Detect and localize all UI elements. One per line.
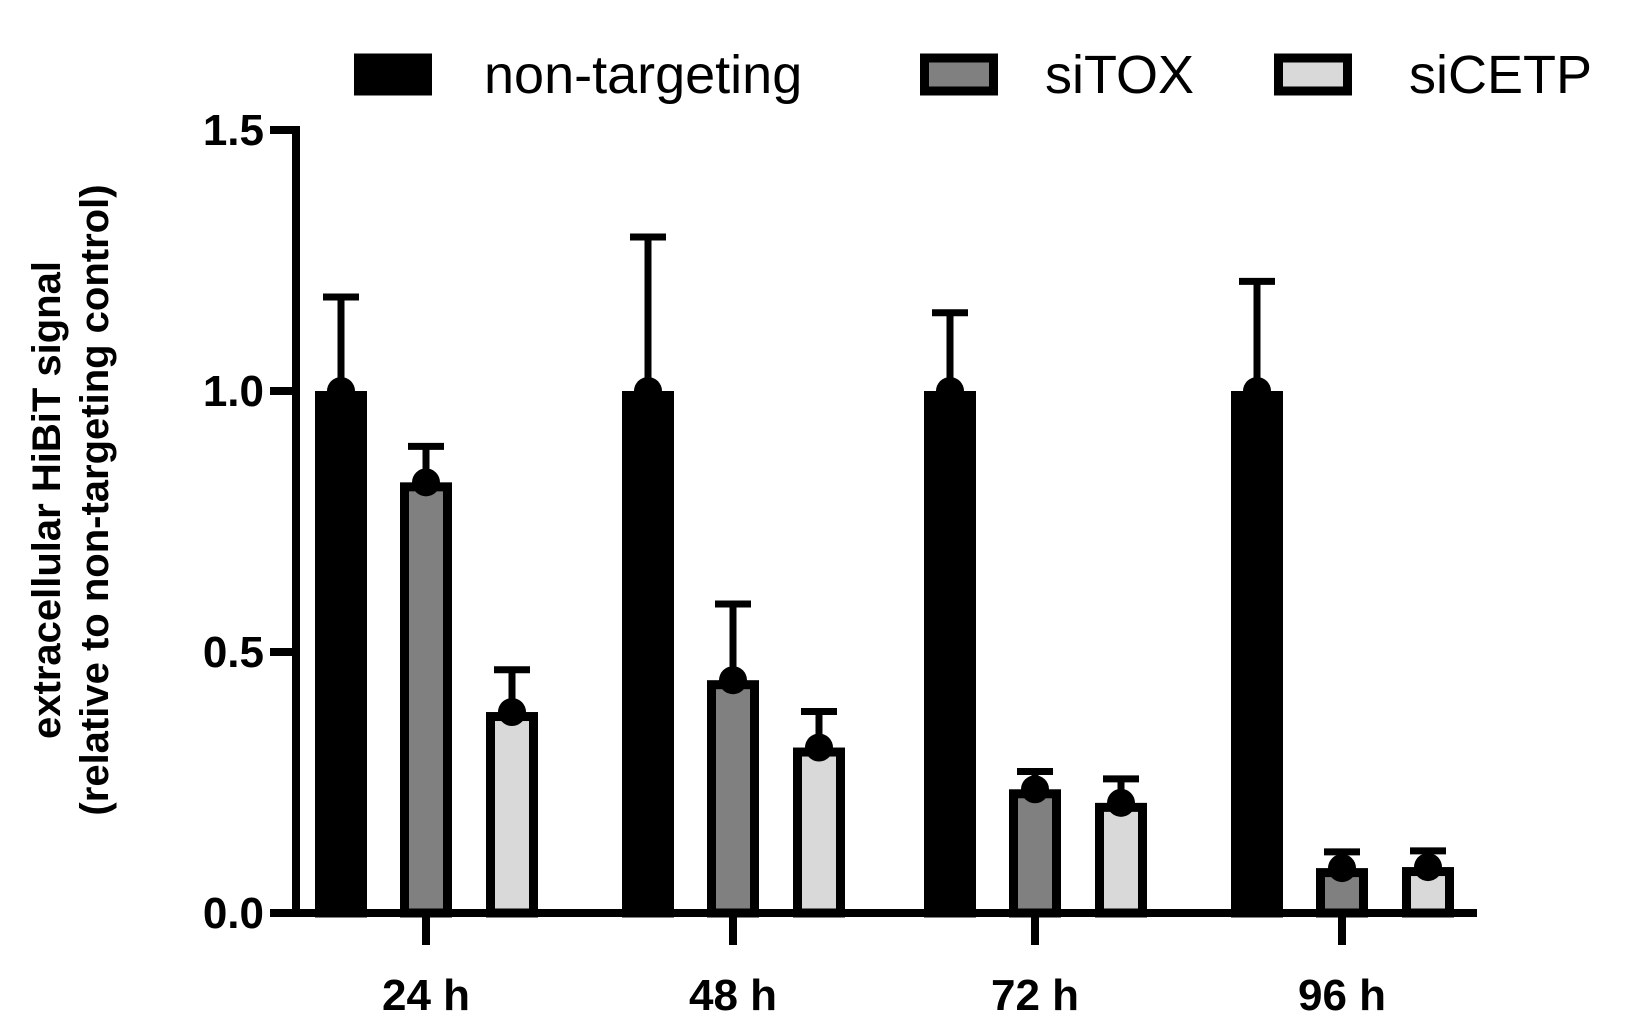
y-tick-label: 0.5 (203, 628, 264, 677)
x-tick-label: 24 h (382, 971, 470, 1020)
x-tick-label: 96 h (1298, 971, 1386, 1020)
bar-non-targeting-96 h (1231, 391, 1283, 918)
mean-marker-siTOX-24 h (412, 468, 440, 497)
legend-label-siTOX: siTOX (1045, 45, 1194, 105)
bar-siCETP-48 h (793, 747, 845, 918)
y-axis-label-line1: extracellular HiBiT signal (25, 261, 69, 739)
y-tick-label: 1.5 (203, 106, 264, 155)
bar-siCETP-24 h (486, 712, 538, 918)
legend: non-targeting siTOX siCETP (354, 45, 1592, 105)
mean-marker-siCETP-72 h (1107, 788, 1135, 817)
mean-marker-non-targeting-72 h (936, 377, 964, 405)
legend-swatch-non-targeting (354, 53, 432, 96)
legend-swatch-siCETP (1274, 53, 1352, 96)
bar-siTOX-48 h (707, 680, 759, 918)
mean-marker-siCETP-96 h (1414, 853, 1442, 882)
mean-marker-siCETP-24 h (498, 698, 526, 727)
y-tick-label: 1.0 (203, 367, 264, 416)
legend-label-siCETP: siCETP (1409, 45, 1592, 105)
bar-siTOX-24 h (400, 482, 452, 918)
bar-siCETP-72 h (1095, 802, 1147, 918)
y-axis-label: extracellular HiBiT signal (relative to … (25, 184, 117, 815)
mean-marker-non-targeting-96 h (1243, 377, 1271, 405)
mean-marker-siTOX-72 h (1021, 775, 1049, 804)
mean-marker-siTOX-96 h (1328, 854, 1356, 883)
mean-marker-siCETP-48 h (805, 733, 833, 762)
bar-non-targeting-48 h (622, 391, 674, 918)
mean-marker-siTOX-48 h (719, 666, 747, 695)
legend-label-non-targeting: non-targeting (484, 45, 802, 105)
bar-non-targeting-72 h (924, 391, 976, 918)
bars (315, 233, 1454, 918)
y-tick-label: 0.0 (203, 889, 264, 938)
axes: 0.0 0.5 1.0 1.5 24 h 48 h 72 h 96 h (203, 106, 1477, 1020)
bar-non-targeting-24 h (315, 391, 367, 918)
legend-swatch-siTOX (920, 53, 998, 96)
mean-marker-non-targeting-24 h (327, 377, 355, 405)
bar-siTOX-72 h (1009, 789, 1061, 918)
x-tick-label: 72 h (991, 971, 1079, 1020)
mean-marker-non-targeting-48 h (634, 377, 662, 405)
x-tick-label: 48 h (689, 971, 777, 1020)
y-axis-label-line2: (relative to non-targeting control) (73, 184, 117, 815)
